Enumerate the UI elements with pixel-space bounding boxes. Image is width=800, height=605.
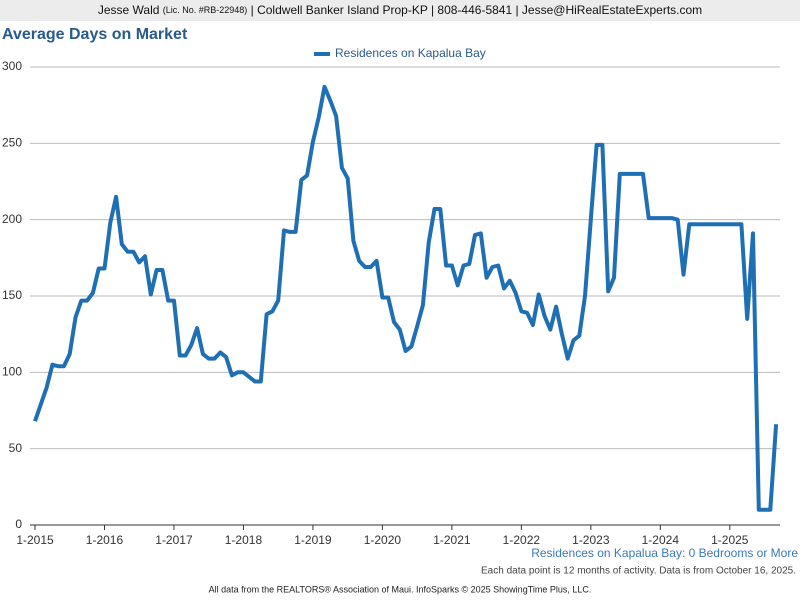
y-tick-label: 100	[2, 365, 22, 379]
legend-label: Residences on Kapalua Bay	[335, 46, 486, 60]
header: Jesse Wald (Lic. No. #RB-22948) | Coldwe…	[98, 3, 702, 17]
header-name: Jesse Wald	[98, 3, 160, 17]
source: All data from the REALTORS® Association …	[209, 584, 592, 594]
x-tick-label: 1-2015	[16, 533, 54, 547]
y-tick-label: 50	[9, 441, 23, 455]
x-tick-label: 1-2022	[503, 533, 541, 547]
x-tick-label: 1-2024	[642, 533, 680, 547]
note: Each data point is 12 months of activity…	[481, 566, 796, 577]
x-tick-label: 1-2025	[711, 533, 749, 547]
header-details: | Coldwell Banker Island Prop-KP | 808-4…	[251, 3, 703, 17]
chart-title: Average Days on Market	[2, 26, 188, 43]
x-tick-label: 1-2017	[155, 533, 193, 547]
y-tick-label: 250	[2, 136, 22, 150]
x-tick-label: 1-2018	[225, 533, 263, 547]
x-tick-label: 1-2023	[572, 533, 610, 547]
y-tick-label: 150	[2, 288, 22, 302]
y-tick-label: 0	[15, 517, 22, 531]
header-license: (Lic. No. #RB-22948)	[163, 5, 248, 15]
x-tick-label: 1-2020	[364, 533, 402, 547]
y-tick-label: 300	[2, 59, 22, 73]
header-bar	[0, 0, 800, 21]
subtitle: Residences on Kapalua Bay: 0 Bedrooms or…	[531, 546, 798, 560]
series-line	[33, 84, 779, 512]
x-tick-label: 1-2021	[433, 533, 471, 547]
x-tick-label: 1-2016	[86, 533, 124, 547]
x-tick-label: 1-2019	[294, 533, 332, 547]
y-tick-label: 200	[2, 212, 22, 226]
